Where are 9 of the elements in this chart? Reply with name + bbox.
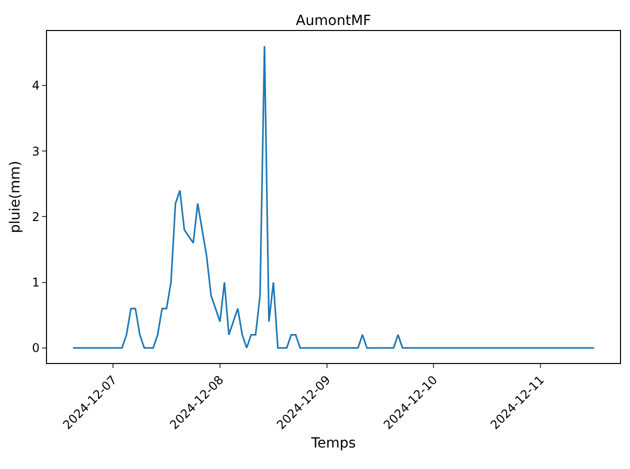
y-tick-label: 2 [32, 210, 40, 224]
y-tick-label: 3 [32, 144, 40, 158]
line-series [72, 45, 595, 349]
x-axis-title: Temps [310, 435, 356, 452]
y-tick-label: 0 [32, 341, 40, 356]
y-tick-label: 1 [32, 276, 40, 290]
chart-title: AumontMF [296, 12, 372, 29]
y-axis-title: pluie(mm) [8, 160, 24, 234]
y-tick-label: 4 [32, 78, 40, 93]
